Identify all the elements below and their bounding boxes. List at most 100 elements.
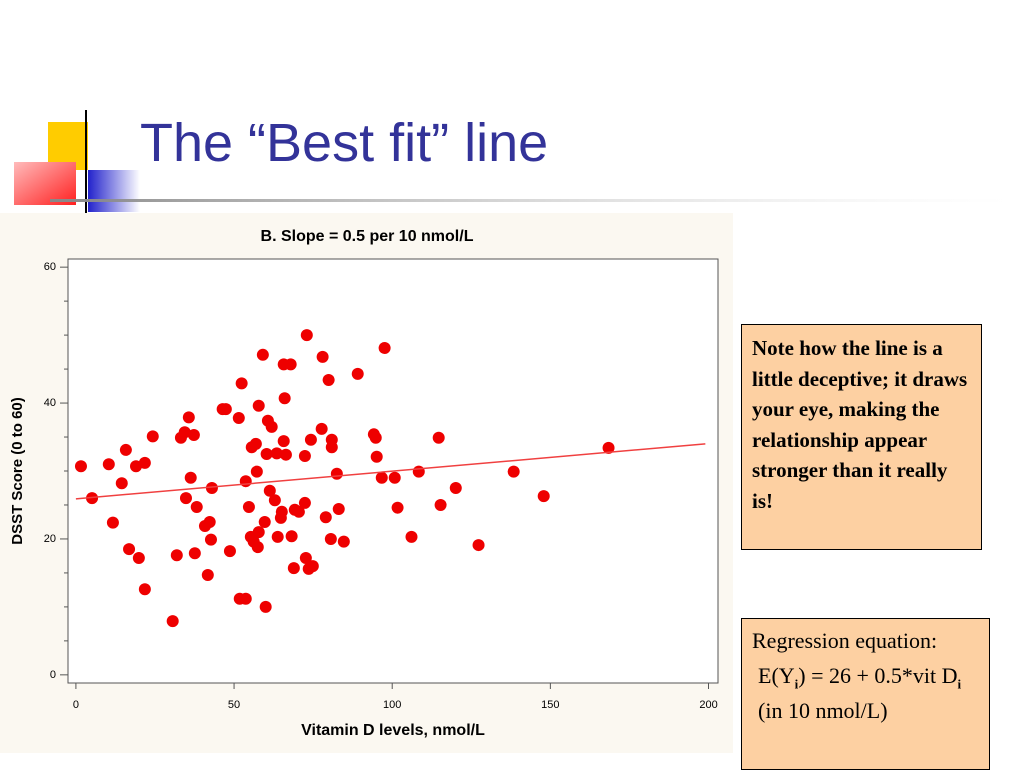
point [123, 543, 136, 556]
fit-line [75, 443, 706, 500]
point [184, 471, 197, 484]
point [260, 448, 273, 461]
point [265, 420, 278, 433]
point [203, 515, 216, 528]
eq-text: ) = 26 + 0.5*vit D [798, 663, 958, 688]
point [412, 465, 425, 478]
eq-text: (in 10 nmol/L) [758, 698, 888, 724]
point [190, 501, 203, 514]
point [472, 539, 485, 552]
point [252, 526, 265, 539]
x-tick-label: 150 [541, 699, 559, 711]
regression-heading: Regression equation: [752, 628, 938, 653]
chart-title: B. Slope = 0.5 per 10 nmol/L [261, 228, 474, 245]
point [337, 535, 350, 548]
point [138, 583, 151, 596]
eq-subscript: i [957, 676, 962, 692]
point [279, 448, 292, 461]
point [106, 516, 119, 529]
point [277, 435, 290, 448]
point [258, 515, 271, 528]
y-tick-label: 0 [50, 669, 56, 681]
x-axis-label: Vitamin D levels, nmol/L [301, 722, 485, 739]
point [219, 403, 232, 416]
plot: B. Slope = 0.5 per 10 nmol/L Vitamin D l… [9, 228, 718, 739]
point [287, 562, 300, 575]
point [205, 481, 218, 494]
eq-text: E(Y [758, 663, 795, 688]
point [298, 496, 311, 509]
point [146, 430, 159, 443]
point [306, 560, 319, 573]
point [316, 350, 329, 363]
point [330, 467, 343, 480]
x-tick-label: 0 [73, 699, 79, 711]
point [263, 484, 276, 497]
point [270, 447, 283, 460]
point [256, 348, 269, 361]
y-tick-label: 20 [44, 533, 56, 545]
point [391, 501, 404, 514]
point [251, 541, 264, 554]
x-tick-label: 100 [383, 699, 401, 711]
point [285, 530, 298, 543]
point [239, 592, 252, 605]
y-tick-label: 60 [44, 261, 56, 273]
point [304, 433, 317, 446]
point [324, 532, 337, 545]
point [179, 492, 192, 505]
point [102, 458, 115, 471]
point [275, 505, 288, 518]
x-tick-label: 50 [228, 699, 240, 711]
point [300, 329, 313, 342]
point [271, 530, 284, 543]
eq-subscript: i [794, 676, 799, 692]
point [74, 460, 87, 473]
point [369, 431, 382, 444]
point [188, 547, 201, 560]
point [388, 471, 401, 484]
point [405, 530, 418, 543]
point [242, 501, 255, 514]
point [375, 471, 388, 484]
point [315, 422, 328, 435]
y-axis-label: DSST Score (0 to 60) [9, 397, 26, 545]
point [239, 475, 252, 488]
regression-equation: E(Yi) = 26 + 0.5*vit Di (in 10 nmol/L) [752, 662, 979, 724]
point [252, 399, 265, 412]
y-tick-label: 40 [44, 397, 56, 409]
point [325, 441, 338, 454]
point [507, 465, 520, 478]
point [322, 373, 335, 386]
point [537, 490, 550, 503]
deco-red [14, 162, 76, 205]
point [259, 600, 272, 613]
point [319, 511, 332, 524]
point [119, 443, 132, 456]
point [132, 551, 145, 564]
point [449, 481, 462, 494]
point [235, 377, 248, 390]
point [278, 392, 291, 405]
note-box: Note how the line is a little deceptive;… [741, 324, 982, 550]
point [201, 568, 214, 581]
point [370, 450, 383, 463]
point [284, 358, 297, 371]
point [250, 465, 263, 478]
point [602, 441, 615, 454]
point [298, 450, 311, 463]
point [166, 615, 179, 628]
point [170, 549, 183, 562]
point [351, 367, 364, 380]
point [299, 551, 312, 564]
point [138, 456, 151, 469]
point [182, 411, 195, 424]
point [434, 498, 447, 511]
point [204, 533, 217, 546]
point [232, 412, 245, 424]
slide-title: The “Best fit” line [140, 113, 549, 173]
deco-blue [88, 170, 140, 212]
point [292, 505, 305, 518]
